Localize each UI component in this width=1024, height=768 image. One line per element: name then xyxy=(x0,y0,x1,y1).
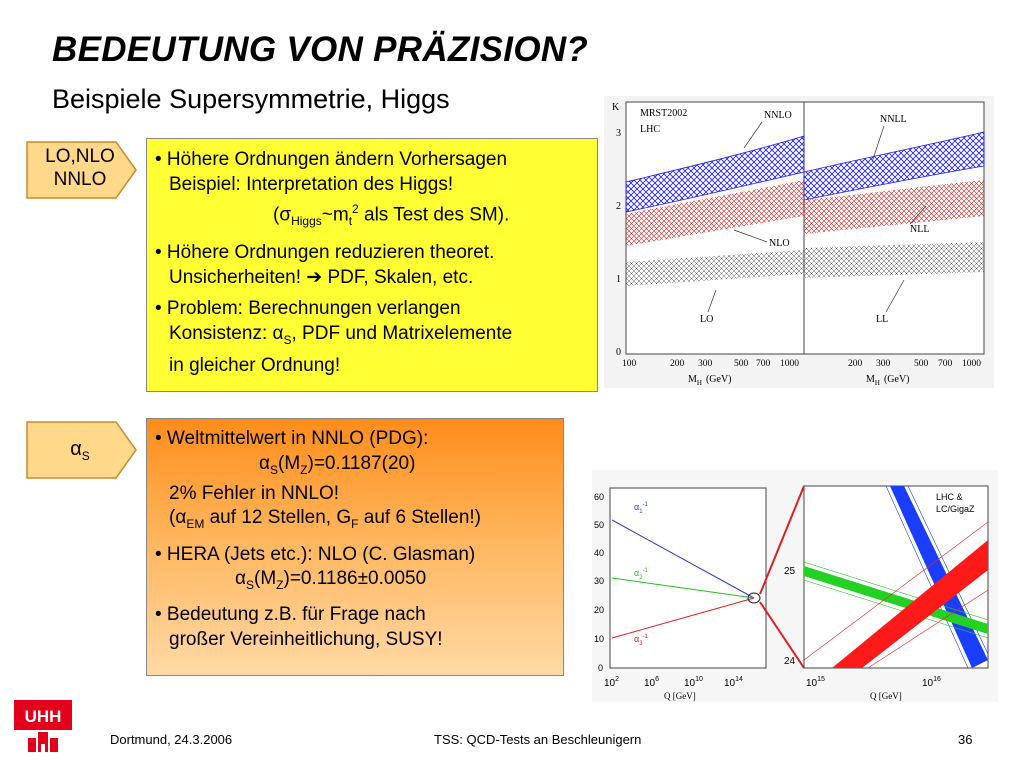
footer-talk-title: TSS: QCD-Tests an Beschleunigern xyxy=(434,732,642,747)
y-tick: 2 xyxy=(616,201,621,212)
main-plot-frame xyxy=(609,487,767,669)
alpha2-line xyxy=(611,577,755,599)
y-tick: 1 xyxy=(616,274,621,285)
x-tick: 200 xyxy=(848,359,863,369)
x-tick: 1000 xyxy=(962,359,981,369)
nnll-band-right xyxy=(803,131,985,201)
y-tick: 3 xyxy=(616,128,621,139)
arrow-right-icon: ➔ xyxy=(306,267,323,289)
alpha2-zoom-band xyxy=(804,566,988,634)
x-tick: 300 xyxy=(698,359,713,369)
bullet-hera: • HERA (Jets etc.): NLO (C. Glasman) xyxy=(155,543,476,565)
hera-value: αS(MZ)=0.1186±0.0050 xyxy=(235,568,427,592)
x-tick: 500 xyxy=(914,359,929,369)
zoom-legend-line1: LHC & xyxy=(936,492,963,502)
higgs-formula: (σHiggs~mt2 als Test des SM). xyxy=(273,202,510,229)
y-tick: 0 xyxy=(616,347,621,358)
precision-comparison: (αEM auf 12 Stellen, GF auf 6 Stellen!) xyxy=(169,507,482,532)
nnlo-label: NNLO xyxy=(764,110,792,121)
zoom-x-tick: 1015 xyxy=(806,676,825,689)
alphas-symbol: α xyxy=(70,438,82,460)
pdf-set-label: MRST2002 xyxy=(640,108,687,119)
higgs-info-box: • Höhere Ordnungen ändern Vorhersagen Be… xyxy=(146,138,598,392)
uncertainty-text: Unsicherheiten! ➔ PDF, Skalen, etc. xyxy=(169,267,474,289)
gut-unification-figure: 60 50 40 30 20 10 0 α1-1 α2-1 α3-1 102 1… xyxy=(592,470,998,702)
arrow-shape xyxy=(26,421,137,479)
page-subtitle: Beispiele Supersymmetrie, Higgs xyxy=(52,84,450,114)
x-tick: 102 xyxy=(604,676,619,689)
y-tick: 50 xyxy=(594,520,604,530)
nll-band-right xyxy=(804,180,984,234)
y-tick: 20 xyxy=(594,605,604,615)
same-order-text: in gleicher Ordnung! xyxy=(169,354,341,376)
higgs-example-text: Beispiel: Interpretation des Higgs! xyxy=(169,174,454,195)
y-tick: 0 xyxy=(598,663,603,673)
x-tick: 700 xyxy=(756,359,771,369)
lo-band-left xyxy=(626,250,804,286)
alphas-info-box: • Weltmittelwert in NNLO (PDG): αS(MZ)=0… xyxy=(146,418,564,676)
x-tick: 200 xyxy=(670,359,685,369)
unification-point-circle xyxy=(747,592,761,604)
order-tag-line1: LO,NLO xyxy=(45,146,115,167)
x-tick: 700 xyxy=(938,359,953,369)
error-text: 2% Fehler in NNLO! xyxy=(169,482,340,504)
x-tick: 1014 xyxy=(724,676,743,689)
higgs-kfactor-figure: K 3 2 1 0 MRST2002 LHC NNLO NLO LO NNLL … xyxy=(604,96,994,388)
x-tick: 300 xyxy=(876,359,891,369)
alpha3-zoom-band xyxy=(832,540,988,668)
y-tick: 40 xyxy=(594,548,604,558)
x-tick: 1000 xyxy=(780,359,799,369)
bullet-problem: • Problem: Berechnungen verlangen xyxy=(155,298,461,320)
zoom-y-tick: 25 xyxy=(784,566,796,577)
collider-label: LHC xyxy=(640,124,660,135)
y-tick: 60 xyxy=(594,492,604,502)
alpha1-line xyxy=(611,519,755,599)
x-tick: 1010 xyxy=(684,676,703,689)
alpha3-label: α3-1 xyxy=(634,634,649,647)
x-tick: 500 xyxy=(734,359,749,369)
lo-label: LO xyxy=(700,314,713,325)
bullet-reduce-uncertainty: • Höhere Ordnungen reduzieren theoret. xyxy=(155,242,495,264)
x-axis-label-left: MH (GeV) xyxy=(688,374,732,387)
order-tag-line2: NNLO xyxy=(53,169,107,190)
university-logo: UHH xyxy=(14,700,72,754)
zoom-x-tick: 1016 xyxy=(922,676,941,689)
consistency-text: Konsistenz: αS, PDF und Matrixelemente xyxy=(169,323,513,347)
alphas-subscript: S xyxy=(81,449,90,463)
castle-icon xyxy=(28,732,58,752)
alpha2-label: α2-1 xyxy=(634,568,649,581)
x-axis-label-right: MH (GeV) xyxy=(866,374,910,387)
pdg-value: αS(MZ)=0.1187(20) xyxy=(259,452,416,477)
order-tag: LO,NLO NNLO xyxy=(26,141,138,199)
nnll-label: NNLL xyxy=(880,114,907,125)
y-axis-label: K xyxy=(612,102,620,113)
alpha3-line xyxy=(611,597,755,639)
logo-text: UHH xyxy=(25,707,62,726)
x-tick: 100 xyxy=(622,359,637,369)
bullet-higher-orders: • Höhere Ordnungen ändern Vorhersagen xyxy=(155,149,508,170)
y-tick: 30 xyxy=(594,576,604,586)
nlo-band-left xyxy=(626,180,804,246)
ll-band-right xyxy=(804,242,984,278)
ll-label: LL xyxy=(876,314,888,325)
alphas-tag: αS xyxy=(26,421,138,479)
bullet-world-average: • Weltmittelwert in NNLO (PDG): xyxy=(155,428,429,449)
nll-label: NLL xyxy=(910,224,929,235)
zoom-y-tick: 24 xyxy=(784,656,796,667)
unification-text: großer Vereinheitlichung, SUSY! xyxy=(169,628,443,650)
page-title: BEDEUTUNG VON PRÄZISION? xyxy=(52,30,589,69)
x-axis-label: Q [GeV] xyxy=(664,691,696,701)
alpha1-label: α1-1 xyxy=(634,502,649,515)
footer-date: Dortmund, 24.3.2006 xyxy=(110,732,233,747)
y-tick: 10 xyxy=(594,634,604,644)
arrow-shape xyxy=(26,141,137,199)
bullet-significance: • Bedeutung z.B. für Frage nach xyxy=(155,604,426,626)
x-tick: 106 xyxy=(644,676,659,689)
nlo-label: NLO xyxy=(769,238,790,249)
zoom-x-axis-label: Q [GeV] xyxy=(870,691,902,701)
zoom-legend-line2: LC/GigaZ xyxy=(936,504,975,514)
footer-page-number: 36 xyxy=(958,732,973,747)
